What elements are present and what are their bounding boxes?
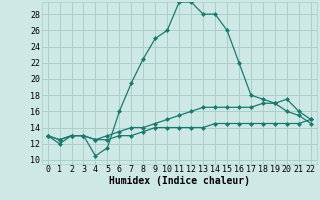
X-axis label: Humidex (Indice chaleur): Humidex (Indice chaleur) xyxy=(109,176,250,186)
